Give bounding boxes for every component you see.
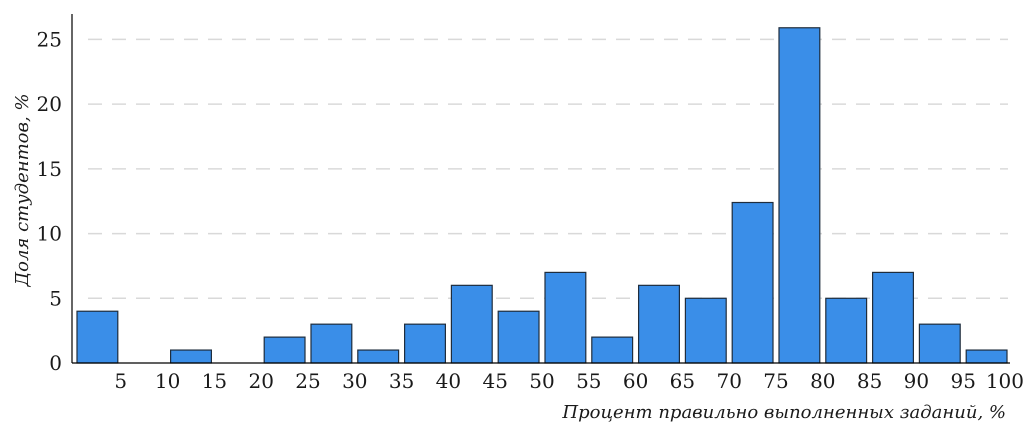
x-tick-label: 15 — [202, 369, 227, 393]
x-tick-label: 70 — [716, 369, 741, 393]
y-tick-label: 10 — [37, 222, 62, 246]
x-tick-label: 50 — [529, 369, 554, 393]
x-tick-label: 95 — [950, 369, 975, 393]
bar-95-100 — [965, 349, 1008, 364]
x-tick-label: 35 — [389, 369, 414, 393]
bar-65-70 — [684, 297, 727, 364]
bar-55-60 — [591, 336, 634, 364]
y-axis-title: Доля студентов, % — [12, 93, 33, 287]
bar-40-45 — [450, 284, 493, 364]
x-tick-label: 20 — [248, 369, 273, 393]
x-tick-label: 60 — [623, 369, 648, 393]
bar-60-65 — [637, 284, 680, 364]
y-tick-label: 25 — [37, 27, 62, 51]
x-tick-label: 75 — [763, 369, 788, 393]
x-tick-label: 10 — [155, 369, 180, 393]
x-axis-title: Процент правильно выполненных заданий, % — [561, 402, 1006, 423]
x-tick-label: 100 — [986, 369, 1024, 393]
bar-10-15 — [170, 349, 213, 364]
y-tick-labels: 0 5 10 15 20 25 — [37, 27, 62, 375]
bar-70-75 — [731, 201, 774, 364]
bar-90-95 — [918, 323, 961, 364]
bar-25-30 — [310, 323, 353, 364]
bar-80-85 — [825, 297, 868, 364]
bar-30-35 — [357, 349, 400, 364]
bar-75-80 — [778, 27, 821, 364]
x-tick-label: 30 — [342, 369, 367, 393]
grid-lines — [88, 38, 1008, 300]
y-tick-label: 0 — [49, 351, 62, 375]
bar-0-5 — [76, 310, 119, 364]
x-tick-label: 65 — [670, 369, 695, 393]
bar-20-25 — [263, 336, 306, 364]
x-tick-label: 40 — [436, 369, 461, 393]
bar-35-40 — [404, 323, 447, 364]
bars — [76, 27, 1008, 364]
bar-50-55 — [544, 271, 587, 364]
x-tick-label: 45 — [482, 369, 507, 393]
x-tick-label: 85 — [857, 369, 882, 393]
bar-45-50 — [497, 310, 540, 364]
y-tick-label: 20 — [37, 92, 62, 116]
bar-85-90 — [871, 271, 914, 364]
x-tick-labels: 5 10 15 20 25 30 35 40 45 50 55 60 65 70 75 80 85 90 95 100 — [114, 369, 1024, 393]
y-tick-label: 15 — [37, 157, 62, 181]
x-tick-label: 55 — [576, 369, 601, 393]
x-tick-label: 5 — [114, 369, 127, 393]
x-tick-label: 80 — [810, 369, 835, 393]
x-tick-label: 25 — [295, 369, 320, 393]
y-tick-label: 5 — [49, 286, 62, 310]
x-tick-label: 90 — [904, 369, 929, 393]
